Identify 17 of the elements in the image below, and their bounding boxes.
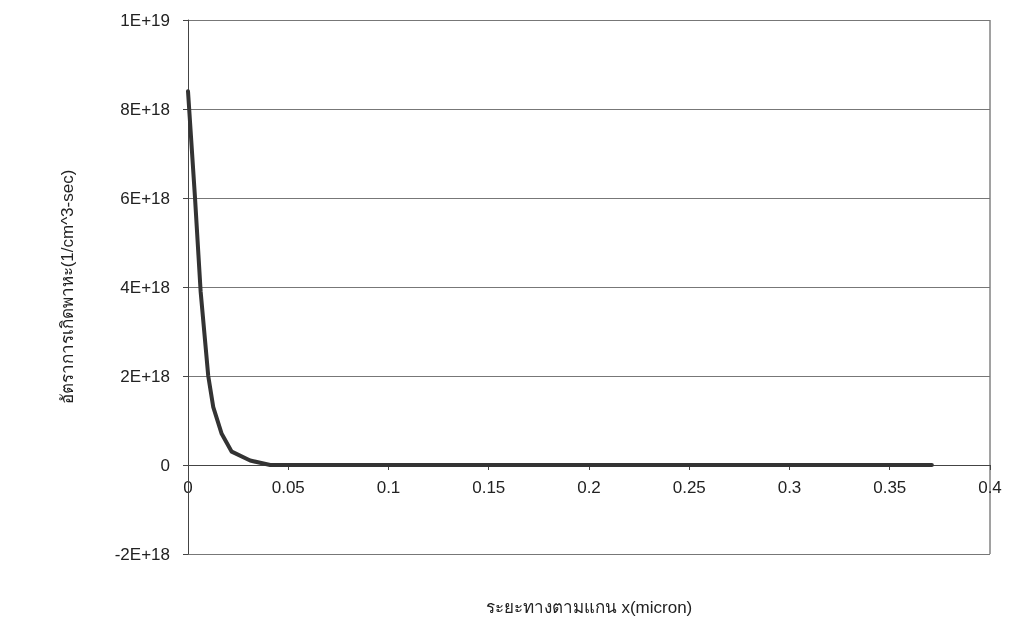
x-axis-title: ระยะทางตามแกน x(micron) (485, 598, 693, 617)
y-tick-label: 2E+18 (120, 366, 170, 386)
x-tick-label: 0.25 (672, 478, 706, 497)
x-tick-label: 0.1 (376, 478, 401, 497)
x-tick-label: 0.05 (271, 478, 305, 497)
x-tick-label: 0.3 (777, 478, 802, 497)
x-tick-label: 0.35 (873, 478, 907, 497)
x-tick-label: 0.15 (472, 478, 506, 497)
y-tick-label: 1E+19 (120, 10, 170, 30)
x-tick-label: 0.2 (577, 478, 601, 497)
y-tick-label: -2E+18 (114, 544, 170, 564)
y-tick-label: 6E+18 (120, 188, 170, 208)
y-tick-label: 8E+18 (120, 99, 170, 119)
y-tick-label: 4E+18 (120, 277, 170, 297)
y-tick-label: 0 (160, 455, 170, 475)
y-axis-title: อัตราการเกิดพาหะ(1/cm^3-sec) (58, 169, 77, 405)
x-tick-label: 0.4 (978, 478, 1002, 497)
